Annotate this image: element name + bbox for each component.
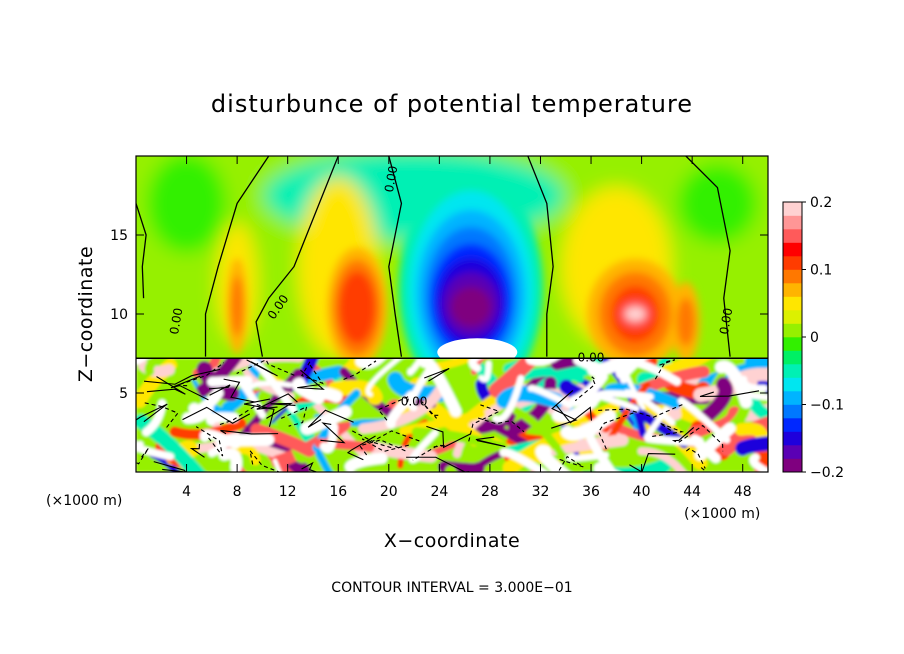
colorbar-swatch bbox=[783, 364, 802, 378]
contour-label: 0.00 bbox=[382, 165, 400, 194]
colorbar-swatch bbox=[783, 283, 802, 297]
colorbar-swatch bbox=[783, 296, 802, 311]
colorbar-swatch bbox=[783, 337, 802, 351]
x-tick-label: 16 bbox=[329, 484, 347, 500]
x-tick-label: 32 bbox=[532, 484, 550, 500]
colorbar-tick-label: −0.2 bbox=[810, 465, 844, 481]
y-tick-label: 15 bbox=[110, 228, 128, 244]
colorbar-swatch bbox=[783, 215, 802, 230]
contour-labels: 0.00 0.000.000.000.000.00 bbox=[167, 165, 735, 409]
x-tick-label: 12 bbox=[279, 484, 297, 500]
x-tick-label: 28 bbox=[481, 484, 499, 500]
colorbar-swatch bbox=[783, 269, 802, 284]
colorbar-swatch bbox=[783, 242, 802, 257]
x-tick-label: 40 bbox=[633, 484, 651, 500]
colorbar-swatch bbox=[783, 391, 802, 405]
contour-label: 0.00 bbox=[578, 350, 605, 364]
colorbar-tick-label: 0 bbox=[810, 330, 819, 346]
lower-layer-field bbox=[136, 358, 768, 472]
colorbar-tick-label: 0.2 bbox=[810, 195, 832, 211]
colorbar-swatch bbox=[783, 458, 802, 473]
x-axis-ticks: 4 8 12 16 20 24 28 32 36 40 44 48 bbox=[182, 156, 752, 500]
y-tick-label: 10 bbox=[110, 307, 128, 323]
chart-title: disturbunce of potential temperature bbox=[211, 90, 693, 118]
colorbar-swatch bbox=[783, 377, 802, 392]
contour-interval-note: CONTOUR INTERVAL = 3.000E−01 bbox=[331, 580, 572, 596]
heatmap-field bbox=[136, 156, 768, 472]
z-axis-unit: (×1000 m) bbox=[684, 506, 760, 522]
x-tick-label: 4 bbox=[182, 484, 191, 500]
colorbar-swatch bbox=[783, 445, 802, 459]
colorbar-swatch bbox=[783, 418, 802, 432]
colorbar-swatch bbox=[783, 350, 802, 365]
x-tick-label: 36 bbox=[582, 484, 600, 500]
x-tick-label: 48 bbox=[734, 484, 752, 500]
contour-label: 0.00 bbox=[717, 307, 735, 336]
colorbar-tick-label: −0.1 bbox=[810, 398, 844, 414]
colorbar-swatch bbox=[783, 256, 802, 270]
x-axis-unit: (×1000 m) bbox=[46, 493, 122, 509]
y-axis-ticks: 5 10 15 bbox=[110, 228, 768, 402]
colorbar: 0.2 0.1 0 −0.1 −0.2 bbox=[782, 195, 844, 481]
colorbar-swatch bbox=[783, 404, 802, 419]
colorbar-swatch bbox=[783, 431, 802, 446]
upper-layer-field bbox=[136, 156, 768, 359]
y-axis-label: Z−coordinate bbox=[75, 246, 97, 382]
x-axis-label: X−coordinate bbox=[384, 530, 520, 552]
contour-label: 0.00 bbox=[167, 307, 185, 336]
colorbar-swatch bbox=[783, 310, 802, 324]
x-tick-label: 44 bbox=[683, 484, 701, 500]
x-tick-label: 8 bbox=[233, 484, 242, 500]
y-tick-label: 5 bbox=[119, 386, 128, 402]
colorbar-swatch bbox=[783, 229, 802, 243]
x-tick-label: 24 bbox=[430, 484, 448, 500]
zero-contours bbox=[136, 156, 768, 472]
x-tick-label: 20 bbox=[380, 484, 398, 500]
contour-label: 0.00 bbox=[401, 395, 428, 409]
colorbar-swatch bbox=[783, 202, 802, 216]
colorbar-tick-label: 0.1 bbox=[810, 263, 832, 279]
colorbar-swatch bbox=[783, 323, 802, 338]
